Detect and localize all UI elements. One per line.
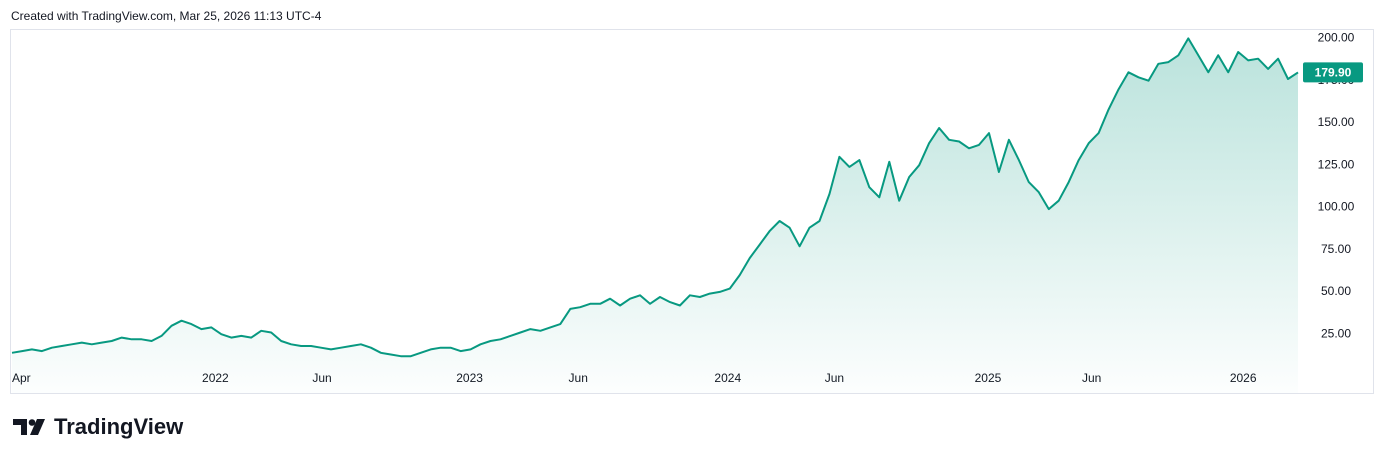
y-tick-label: 200.00	[1318, 31, 1355, 45]
y-tick-label: 50.00	[1321, 284, 1351, 298]
brand-name: TradingView	[54, 414, 184, 439]
header: Created with TradingView.com, Mar 25, 20…	[11, 9, 322, 23]
y-tick-label: 75.00	[1321, 242, 1351, 256]
chart-frame	[10, 29, 1374, 394]
y-tick-label: 25.00	[1321, 326, 1351, 340]
price-line	[11, 37, 1299, 358]
brand-logo	[13, 419, 45, 435]
area-fill	[12, 38, 1298, 394]
y-tick-label: 100.00	[1318, 200, 1355, 214]
y-tick-label: 150.00	[1318, 115, 1355, 129]
price-badge-label: 179.90	[1315, 66, 1352, 80]
price-badge	[1303, 62, 1363, 83]
y-tick-label: 125.00	[1318, 157, 1355, 171]
